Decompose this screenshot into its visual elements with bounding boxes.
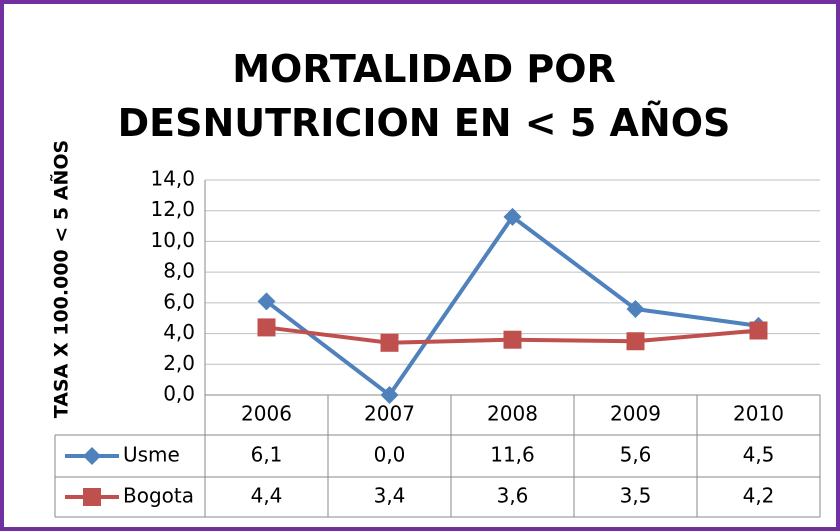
y-tick-label: 10,0 xyxy=(150,228,195,252)
table-value: 11,6 xyxy=(490,443,535,467)
x-tick-label: 2010 xyxy=(733,402,784,426)
marker xyxy=(503,330,522,349)
marker xyxy=(257,292,276,311)
y-tick-label: 2,0 xyxy=(163,351,195,375)
marker xyxy=(380,386,399,404)
legend-label: Bogota xyxy=(123,484,194,508)
y-tick-label: 0,0 xyxy=(163,382,195,406)
x-tick-label: 2009 xyxy=(610,402,661,426)
x-tick-label: 2006 xyxy=(241,402,292,426)
series-line xyxy=(265,214,759,397)
chart-title: MORTALIDAD POR DESNUTRICION EN < 5 AÑOS xyxy=(117,47,731,145)
table-value: 3,6 xyxy=(497,484,529,508)
chart: TASA X 100.000 < 5 AÑOS 0,0 2,0 4,0 6,0 8,0 1… xyxy=(49,140,821,518)
marker xyxy=(749,321,768,340)
legend-marker xyxy=(83,488,101,506)
y-tick-label: 6,0 xyxy=(163,289,195,313)
table-value: 3,4 xyxy=(374,484,406,508)
marker xyxy=(626,332,645,351)
marker xyxy=(380,333,399,352)
table-value: 0,0 xyxy=(374,443,406,467)
x-tick-label: 2008 xyxy=(487,402,538,426)
x-tick-label: 2007 xyxy=(364,402,415,426)
legend-label: Usme xyxy=(123,443,180,467)
marker xyxy=(257,318,276,337)
y-tick-label: 4,0 xyxy=(163,320,195,344)
table-value: 6,1 xyxy=(251,443,283,467)
table-value: 3,5 xyxy=(620,484,652,508)
legend-marker xyxy=(83,447,101,465)
table-value: 4,5 xyxy=(743,443,775,467)
table-value: 4,4 xyxy=(251,484,283,508)
y-axis-label: TASA X 100.000 < 5 AÑOS xyxy=(49,140,73,418)
table-value: 5,6 xyxy=(620,443,652,467)
table-value: 4,2 xyxy=(743,484,775,508)
y-tick-label: 12,0 xyxy=(150,197,195,221)
y-tick-label: 14,0 xyxy=(150,167,195,191)
marker xyxy=(503,207,522,226)
y-tick-label: 8,0 xyxy=(163,259,195,283)
marker xyxy=(626,300,645,318)
